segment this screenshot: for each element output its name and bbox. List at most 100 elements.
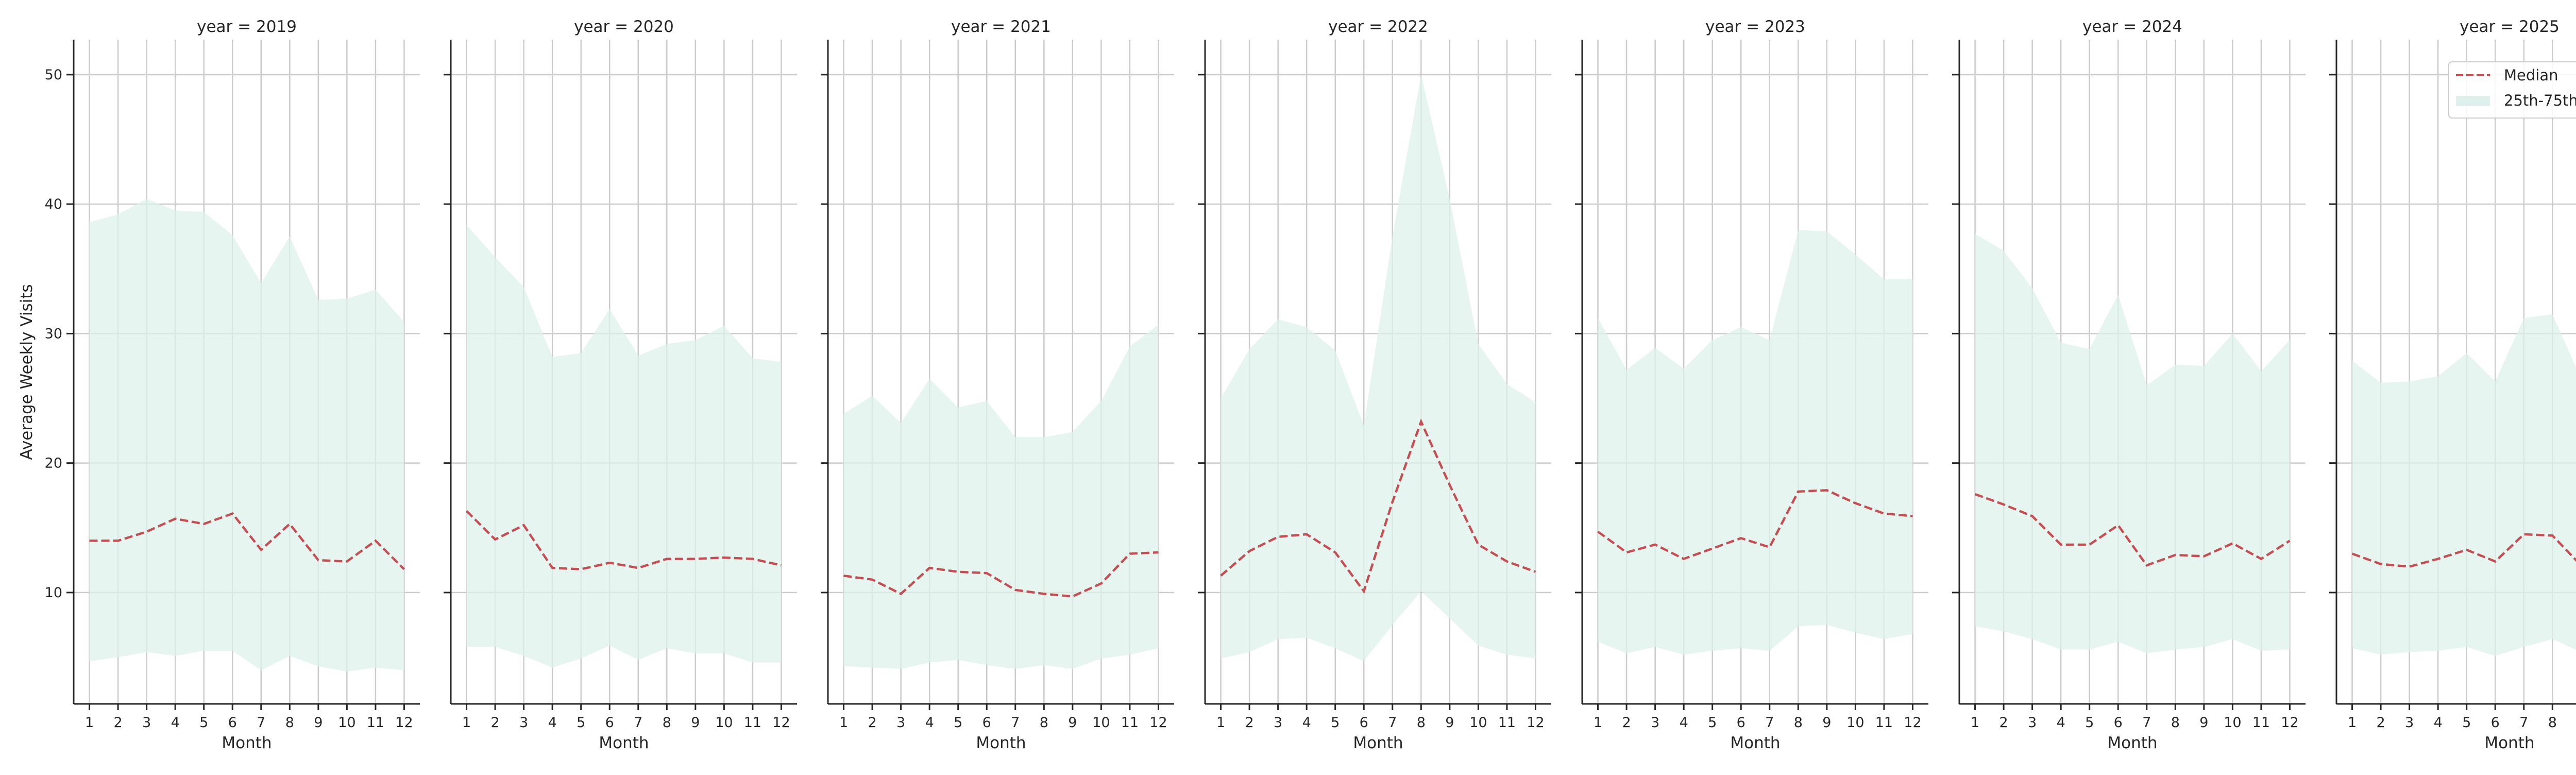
x-tick-label: 8 <box>1040 715 1048 731</box>
x-axis-label: Month <box>1353 734 1403 752</box>
x-axis-label: Month <box>976 734 1026 752</box>
x-tick-label: 2 <box>868 715 876 731</box>
x-tick-label: 5 <box>1331 715 1340 731</box>
x-tick-label: 1 <box>1216 715 1225 731</box>
percentile-band <box>90 199 404 671</box>
facet-title: year = 2021 <box>951 18 1051 36</box>
percentile-band <box>844 325 1159 669</box>
x-tick-label: 10 <box>1469 715 1487 731</box>
x-tick-label: 3 <box>519 715 528 731</box>
x-tick-label: 9 <box>314 715 323 731</box>
x-tick-label: 7 <box>1011 715 1020 731</box>
x-axis-label: Month <box>2484 734 2534 752</box>
x-tick-label: 11 <box>744 715 761 731</box>
x-tick-label: 6 <box>2491 715 2500 731</box>
x-tick-label: 8 <box>285 715 294 731</box>
x-tick-label: 10 <box>2224 715 2241 731</box>
x-tick-label: 7 <box>2519 715 2528 731</box>
x-tick-label: 3 <box>142 715 151 731</box>
x-tick-label: 4 <box>1302 715 1311 731</box>
x-axis-label: Month <box>222 734 272 752</box>
facet-title: year = 2019 <box>197 18 297 36</box>
facet-title: year = 2025 <box>2460 18 2560 36</box>
y-axis-label: Average Weekly Visits <box>18 284 36 460</box>
x-tick-label: 2 <box>1999 715 2008 731</box>
x-tick-label: 11 <box>367 715 384 731</box>
percentile-band <box>1975 234 2290 653</box>
x-tick-label: 10 <box>1846 715 1864 731</box>
x-tick-label: 8 <box>1417 715 1426 731</box>
x-tick-label: 5 <box>577 715 585 731</box>
x-tick-label: 12 <box>2281 715 2298 731</box>
x-tick-label: 6 <box>1360 715 1368 731</box>
x-tick-label: 7 <box>2142 715 2151 731</box>
x-tick-label: 4 <box>2434 715 2443 731</box>
x-tick-label: 8 <box>1794 715 1803 731</box>
x-tick-label: 5 <box>199 715 208 731</box>
x-tick-label: 11 <box>1121 715 1139 731</box>
x-tick-label: 7 <box>634 715 642 731</box>
x-tick-label: 1 <box>85 715 94 731</box>
x-tick-label: 6 <box>1737 715 1745 731</box>
x-tick-label: 6 <box>982 715 991 731</box>
x-tick-label: 1 <box>1594 715 1602 731</box>
x-tick-label: 4 <box>925 715 934 731</box>
legend-band-swatch <box>2456 96 2490 106</box>
x-tick-label: 5 <box>2462 715 2471 731</box>
legend-band-label: 25th-75th Percentile <box>2504 92 2576 109</box>
x-axis-label: Month <box>1730 734 1780 752</box>
x-tick-label: 12 <box>1527 715 1544 731</box>
x-tick-label: 12 <box>1149 715 1167 731</box>
x-tick-label: 3 <box>896 715 905 731</box>
x-tick-label: 3 <box>1274 715 1282 731</box>
x-tick-label: 4 <box>171 715 180 731</box>
x-tick-label: 10 <box>338 715 355 731</box>
x-tick-label: 3 <box>1651 715 1659 731</box>
y-tick-label: 50 <box>45 67 62 83</box>
x-tick-label: 11 <box>1498 715 1516 731</box>
facet-title: year = 2024 <box>2082 18 2182 36</box>
x-tick-label: 1 <box>462 715 471 731</box>
x-tick-label: 7 <box>257 715 265 731</box>
x-tick-label: 11 <box>1875 715 1893 731</box>
x-tick-label: 9 <box>2199 715 2208 731</box>
legend-median-label: Median <box>2504 66 2558 84</box>
x-tick-label: 8 <box>2171 715 2180 731</box>
x-tick-label: 6 <box>228 715 237 731</box>
x-tick-label: 6 <box>2114 715 2123 731</box>
x-tick-label: 8 <box>663 715 671 731</box>
facet-title: year = 2023 <box>1705 18 1805 36</box>
x-tick-label: 5 <box>2085 715 2094 731</box>
y-tick-label: 40 <box>45 196 62 212</box>
y-tick-label: 10 <box>45 585 62 601</box>
legend: Median 25th-75th Percentile <box>2449 62 2576 118</box>
x-tick-label: 9 <box>691 715 700 731</box>
x-tick-label: 1 <box>839 715 848 731</box>
percentile-band <box>1598 230 1913 654</box>
percentile-band <box>2352 314 2576 656</box>
x-tick-label: 5 <box>954 715 962 731</box>
x-tick-label: 9 <box>1068 715 1077 731</box>
x-tick-label: 6 <box>605 715 614 731</box>
x-tick-label: 7 <box>1765 715 1774 731</box>
x-axis-label: Month <box>599 734 649 752</box>
x-tick-label: 5 <box>1708 715 1717 731</box>
facet-title: year = 2020 <box>574 18 674 36</box>
y-tick-label: 20 <box>45 456 62 471</box>
x-tick-label: 2 <box>1622 715 1631 731</box>
percentile-band <box>467 225 782 667</box>
x-tick-label: 12 <box>395 715 413 731</box>
x-tick-label: 9 <box>1822 715 1831 731</box>
y-tick-label: 30 <box>45 326 62 342</box>
x-tick-label: 12 <box>772 715 790 731</box>
x-tick-label: 1 <box>1971 715 1979 731</box>
x-tick-label: 9 <box>1445 715 1454 731</box>
x-tick-label: 10 <box>1092 715 1110 731</box>
x-tick-label: 3 <box>2028 715 2037 731</box>
